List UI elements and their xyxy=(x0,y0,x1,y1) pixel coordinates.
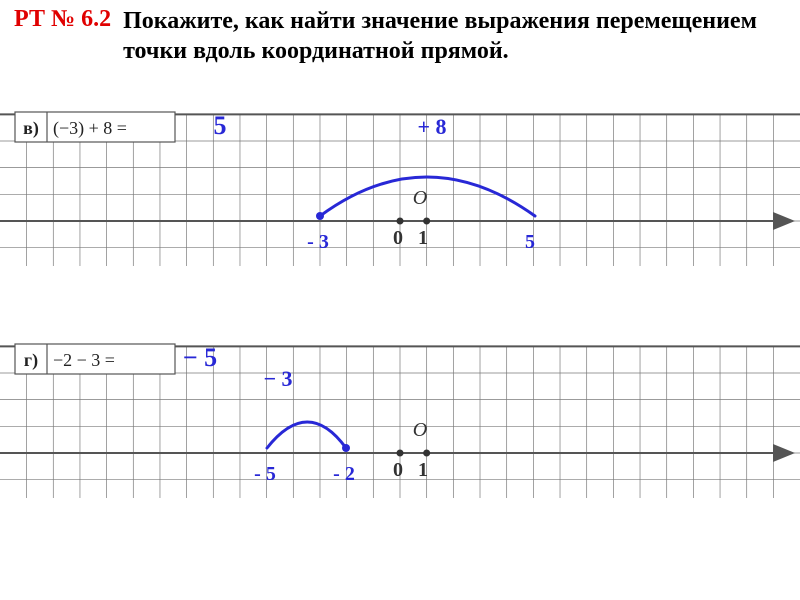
header: РТ № 6.2 Покажите, как найти значение вы… xyxy=(0,0,800,76)
svg-text:0: 0 xyxy=(393,459,403,481)
number-line-chart-v: Oв) (−3) + 8 = 5 + 8 - 3 01 5 xyxy=(0,76,800,266)
task-text: Покажите, как найти значение выражения п… xyxy=(123,6,786,66)
svg-text:O: O xyxy=(413,419,427,441)
svg-text:- 2: - 2 xyxy=(333,463,355,485)
svg-text:O: O xyxy=(413,187,427,209)
svg-text:1: 1 xyxy=(418,459,428,481)
problem-label: РТ № 6.2 xyxy=(14,6,111,33)
svg-text:− 3: − 3 xyxy=(263,366,292,391)
svg-text:(−3) + 8 =: (−3) + 8 = xyxy=(53,118,127,139)
svg-text:0: 0 xyxy=(393,227,403,249)
svg-text:5: 5 xyxy=(525,231,535,253)
svg-text:- 3: - 3 xyxy=(307,231,329,253)
number-line-chart-g: Oг) −2 − 3 = − 5 − 3 - 5 - 2 01 xyxy=(0,308,800,498)
svg-text:+ 8: + 8 xyxy=(417,114,446,139)
svg-text:1: 1 xyxy=(418,227,428,249)
svg-text:в): в) xyxy=(23,118,39,139)
spacer xyxy=(0,266,800,308)
svg-text:- 5: - 5 xyxy=(254,463,276,485)
svg-text:г): г) xyxy=(24,350,38,371)
svg-text:− 5: − 5 xyxy=(183,343,217,372)
svg-text:5: 5 xyxy=(214,111,227,140)
svg-text:−2 − 3 =: −2 − 3 = xyxy=(53,350,115,370)
